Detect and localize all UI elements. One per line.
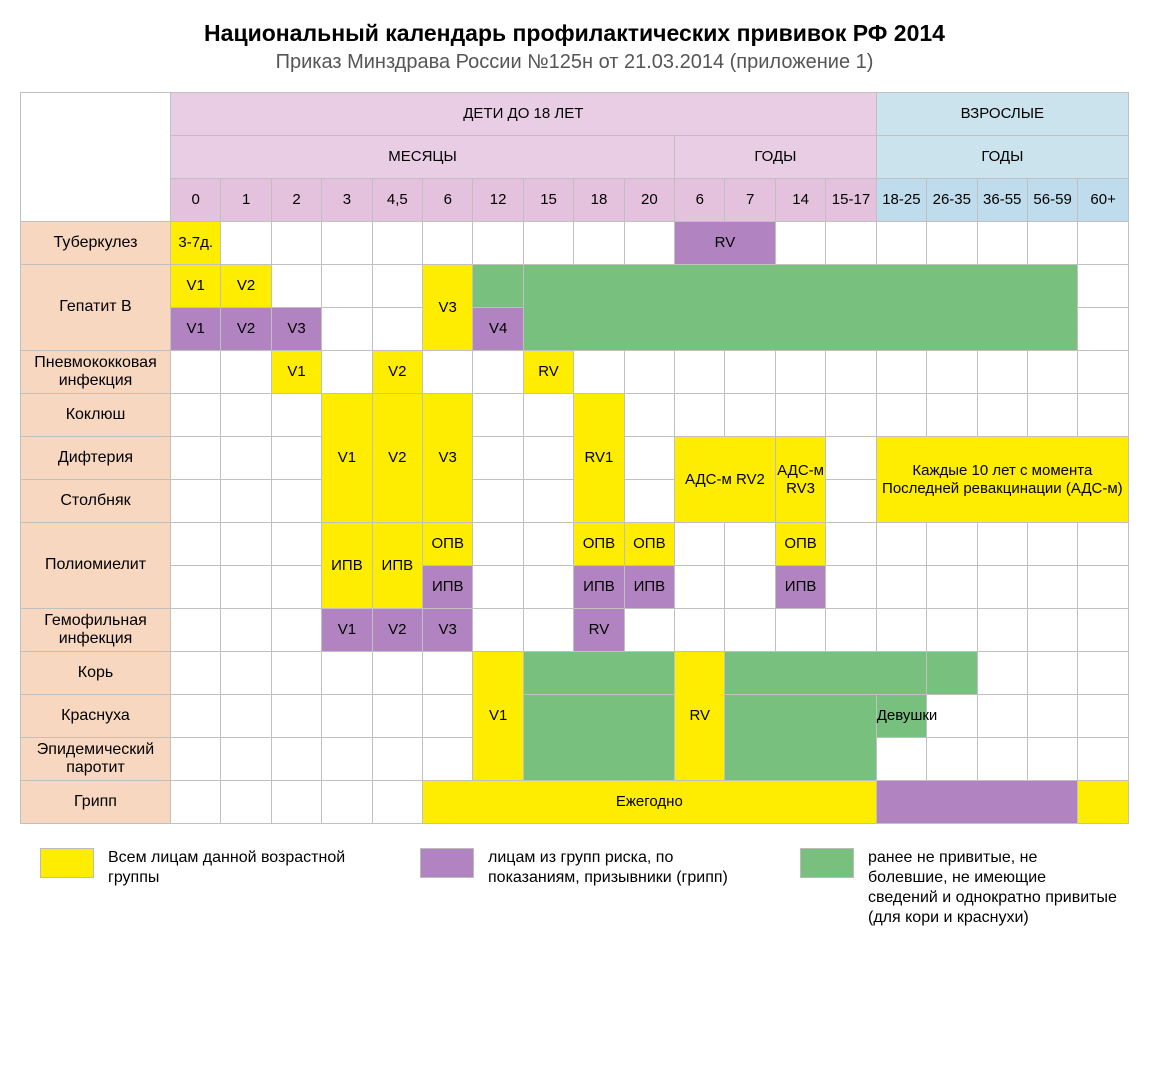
cell: V1 — [322, 609, 372, 652]
hdr-age: 7 — [725, 179, 775, 222]
cell — [927, 652, 977, 695]
hdr-age: 12 — [473, 179, 523, 222]
hdr-age: 0 — [171, 179, 221, 222]
page-subtitle: Приказ Минздрава России №125н от 21.03.2… — [20, 51, 1129, 74]
cell — [725, 652, 927, 695]
legend-item-purple: лицам из групп риска, по показаниям, при… — [420, 848, 740, 928]
cell: V3 — [423, 394, 473, 523]
cell: RV1 — [574, 394, 624, 523]
cell: V2 — [372, 609, 422, 652]
cell: 3-7д. — [171, 222, 221, 265]
hdr-age: 2 — [271, 179, 321, 222]
swatch-yellow — [40, 848, 94, 878]
cell: ОПВ — [423, 523, 473, 566]
hdr-age: 15-17 — [826, 179, 876, 222]
hdr-children: ДЕТИ ДО 18 ЛЕТ — [171, 93, 877, 136]
cell: ИПВ — [423, 566, 473, 609]
cell: ИПВ — [322, 523, 372, 609]
cell: V1 — [271, 351, 321, 394]
cell: V1 — [322, 394, 372, 523]
row-tetanus: Столбняк — [21, 480, 171, 523]
row-hib: Гемофильная инфекция — [21, 609, 171, 652]
hdr-age: 4,5 — [372, 179, 422, 222]
cell: V4 — [473, 308, 523, 351]
cell: V3 — [271, 308, 321, 351]
hdr-age: 20 — [624, 179, 674, 222]
legend-text: ранее не привитые, не болевшие, не имеющ… — [868, 848, 1120, 928]
cell — [725, 695, 876, 781]
cell — [523, 652, 674, 695]
swatch-green — [800, 848, 854, 878]
cell: V1 — [171, 265, 221, 308]
row-hepb: Гепатит B — [21, 265, 171, 351]
legend-text: Всем лицам данной возрастной группы — [108, 848, 360, 928]
row-pertussis: Коклюш — [21, 394, 171, 437]
cell: ИПВ — [624, 566, 674, 609]
row-pneumo: Пневмококковая инфекция — [21, 351, 171, 394]
cell: RV — [675, 652, 725, 781]
cell: ИПВ — [574, 566, 624, 609]
cell: V2 — [221, 308, 271, 351]
cell: ИПВ — [775, 566, 825, 609]
cell: АДС-м RV3 — [775, 437, 825, 523]
cell — [1078, 781, 1129, 824]
row-flu: Грипп — [21, 781, 171, 824]
row-rubella: Краснуха — [21, 695, 171, 738]
cell — [876, 781, 1078, 824]
cell: Каждые 10 лет с момента Последней ревакц… — [876, 437, 1128, 523]
cell: RV — [675, 222, 776, 265]
row-tb: Туберкулез — [21, 222, 171, 265]
hdr-age: 56-59 — [1027, 179, 1077, 222]
hdr-age: 36-55 — [977, 179, 1027, 222]
cell: ОПВ — [775, 523, 825, 566]
hdr-age: 15 — [523, 179, 573, 222]
hdr-age: 6 — [675, 179, 725, 222]
vaccination-schedule-table: ДЕТИ ДО 18 ЛЕТ ВЗРОСЛЫЕ МЕСЯЦЫ ГОДЫ ГОДЫ… — [20, 92, 1129, 824]
cell: RV — [574, 609, 624, 652]
hdr-age: 6 — [423, 179, 473, 222]
hdr-age: 1 — [221, 179, 271, 222]
cell: АДС-м RV2 — [675, 437, 776, 523]
cell: ИПВ — [372, 523, 422, 609]
row-diphtheria: Дифтерия — [21, 437, 171, 480]
hdr-age: 3 — [322, 179, 372, 222]
corner-cell — [21, 93, 171, 222]
cell: V2 — [221, 265, 271, 308]
cell: Ежегодно — [423, 781, 877, 824]
hdr-age: 60+ — [1078, 179, 1129, 222]
cell — [523, 265, 1077, 351]
hdr-age: 18-25 — [876, 179, 926, 222]
legend: Всем лицам данной возрастной группы лица… — [20, 848, 1129, 928]
cell — [523, 695, 674, 781]
legend-item-green: ранее не привитые, не болевшие, не имеющ… — [800, 848, 1120, 928]
cell: ОПВ — [574, 523, 624, 566]
cell: V2 — [372, 351, 422, 394]
row-measles: Корь — [21, 652, 171, 695]
hdr-age: 18 — [574, 179, 624, 222]
cell: V3 — [423, 609, 473, 652]
legend-text: лицам из групп риска, по показаниям, при… — [488, 848, 740, 928]
hdr-years-adults: ГОДЫ — [876, 136, 1128, 179]
cell — [473, 265, 523, 308]
legend-item-yellow: Всем лицам данной возрастной группы — [40, 848, 360, 928]
cell: ОПВ — [624, 523, 674, 566]
cell: V3 — [423, 265, 473, 351]
hdr-adults: ВЗРОСЛЫЕ — [876, 93, 1128, 136]
cell: RV — [523, 351, 573, 394]
cell: V1 — [473, 652, 523, 781]
cell: V2 — [372, 394, 422, 523]
hdr-age: 26-35 — [927, 179, 977, 222]
hdr-age: 14 — [775, 179, 825, 222]
hdr-months: МЕСЯЦЫ — [171, 136, 675, 179]
cell: V1 — [171, 308, 221, 351]
cell: Девушки — [876, 695, 926, 738]
row-mumps: Эпидемический паротит — [21, 738, 171, 781]
row-polio: Полиомиелит — [21, 523, 171, 609]
hdr-years-children: ГОДЫ — [675, 136, 877, 179]
swatch-purple — [420, 848, 474, 878]
page-title: Национальный календарь профилактических … — [20, 20, 1129, 47]
